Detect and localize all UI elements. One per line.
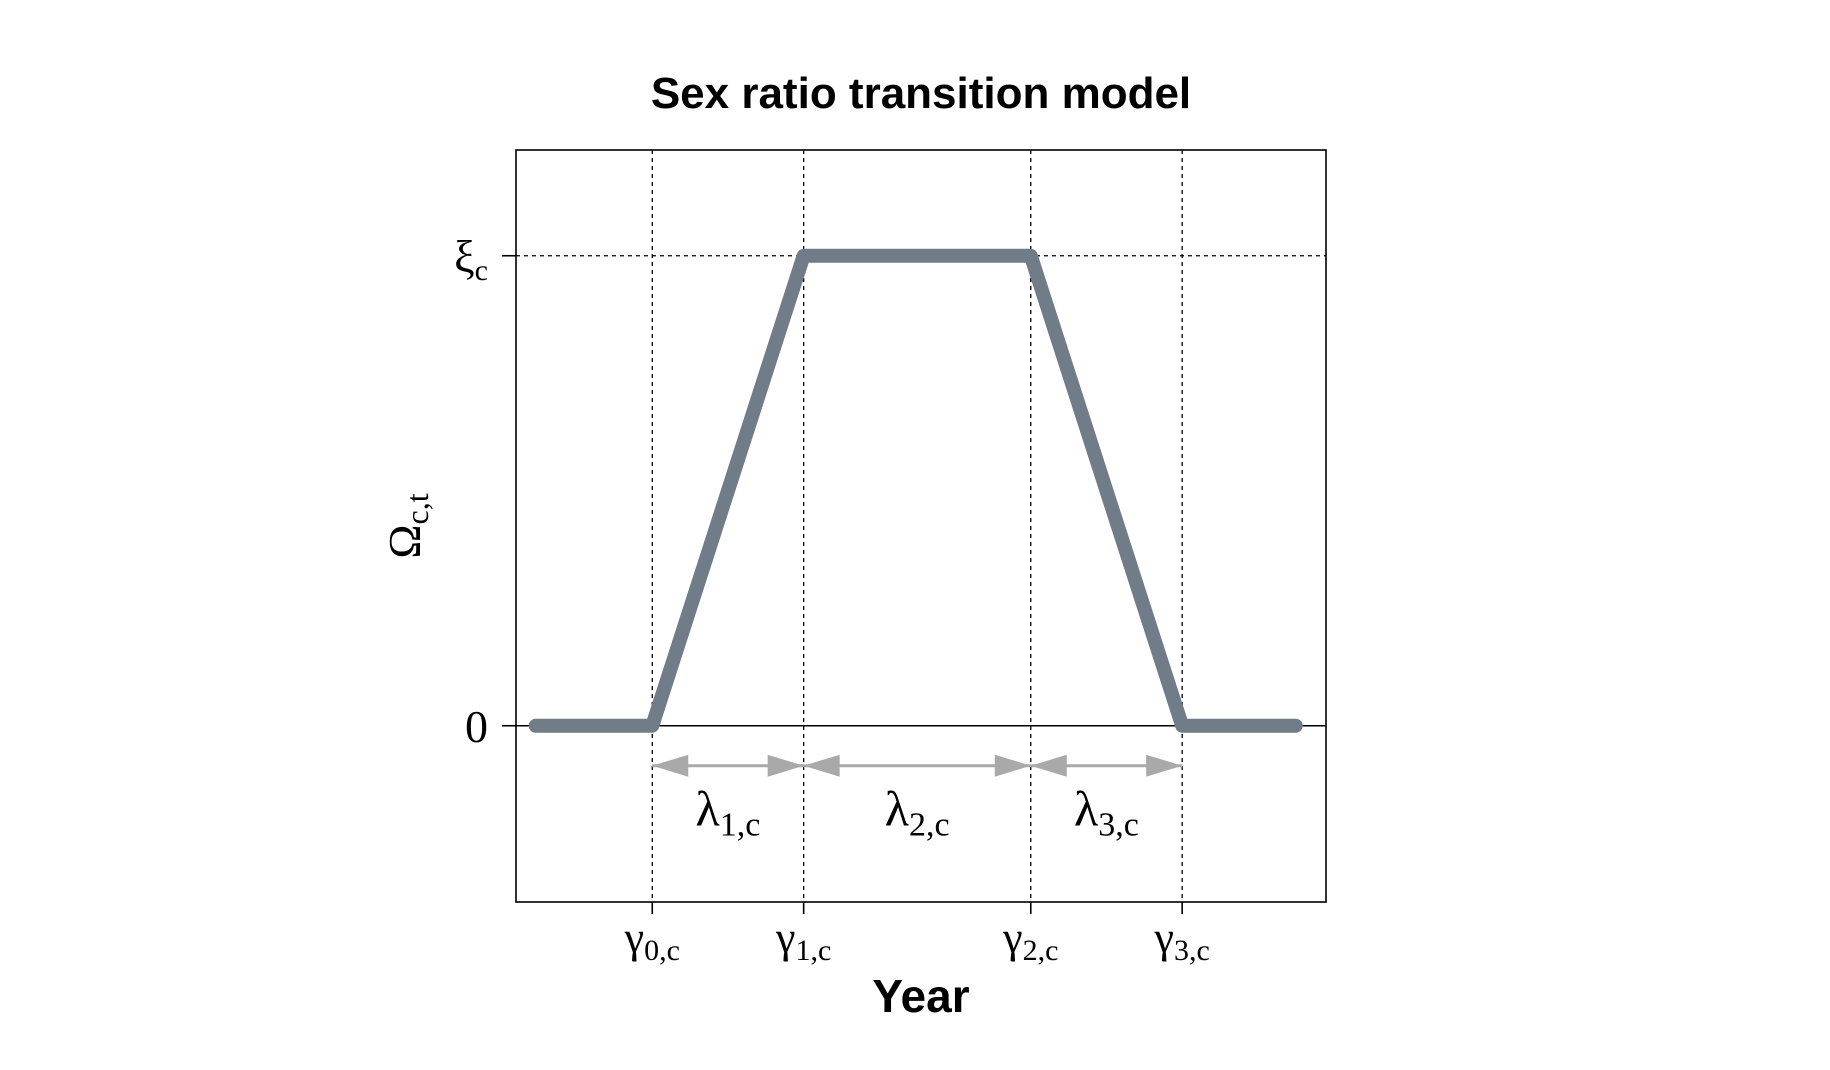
y-tick-label: 0 (465, 701, 488, 752)
x-tick-label: γ1,c (775, 913, 831, 967)
x-tick-label: γ0,c (624, 913, 680, 967)
arrow-head (1146, 754, 1183, 777)
interval-label: λ3,c (1074, 781, 1139, 844)
y-tick-label: ξc (454, 231, 488, 287)
interval-label: λ1,c (696, 781, 761, 844)
x-tick-label: γ2,c (1002, 913, 1058, 967)
arrow-head (803, 754, 840, 777)
y-axis-label-text: Ωc,t (379, 493, 435, 558)
arrow-head (652, 754, 689, 777)
grid-lines (516, 150, 1326, 902)
arrow-head (1030, 754, 1067, 777)
interval-arrows: λ1,c λ2,c λ3,c (652, 754, 1183, 844)
plot-frame (515, 149, 1327, 903)
x-tick-label: γ3,c (1154, 913, 1210, 967)
x-axis-label: Year (872, 970, 969, 1022)
arrow-head (994, 754, 1031, 777)
arrow-head (767, 754, 804, 777)
y-axis-label: Ωc,t (379, 493, 435, 558)
series-line (528, 248, 1303, 733)
tick-layer: γ0,c γ1,c γ2,c γ3,c 0 ξc (454, 231, 1210, 967)
interval-label: λ2,c (885, 781, 950, 844)
series-layer (528, 248, 1303, 733)
chart-title: Sex ratio transition model (651, 69, 1191, 118)
